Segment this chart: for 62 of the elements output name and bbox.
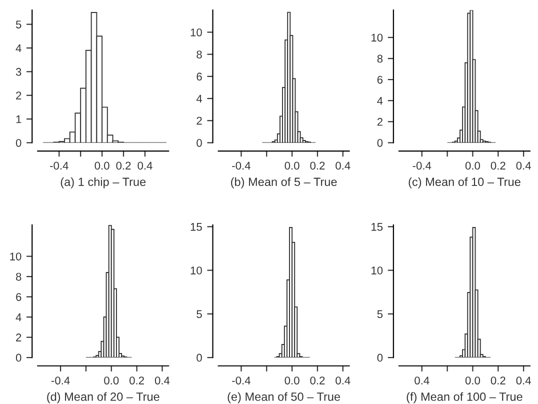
x-axis-title: (a) 1 chip – True	[60, 177, 146, 188]
y-tick-label: 10	[190, 28, 202, 36]
y-tick-label: 8	[196, 50, 202, 58]
y-tick-label: 0	[196, 354, 202, 362]
y-tick-label: 4	[16, 313, 22, 322]
x-axis-title: (b) Mean of 5 – True	[231, 177, 337, 188]
x-tick-label: 0.0	[104, 376, 119, 384]
y-tick-label: 8	[16, 272, 22, 281]
x-tick-label: 0.2	[490, 162, 506, 170]
y-tick-label: 0	[377, 138, 383, 147]
x-tick-label: 0.4	[336, 376, 350, 384]
y-tick-label: 2	[377, 118, 382, 126]
y-tick-label: 2	[16, 334, 22, 342]
y-tick-label: 0	[196, 138, 202, 147]
y-tick-label: 8	[377, 54, 383, 63]
y-tick-label: 4	[377, 96, 383, 105]
x-tick-label: 0.0	[465, 162, 480, 170]
x-axis-title: (f) Mean of 100 – True	[406, 392, 522, 404]
x-tick-label: 0.4	[138, 162, 152, 170]
y-tick-label: 0	[16, 354, 22, 362]
y-tick-label: 10	[190, 266, 202, 274]
x-tick-label: 0.4	[516, 162, 531, 170]
y-tick-label: 5	[16, 20, 22, 28]
x-axis-title: (e) Mean of 50 – True	[228, 392, 340, 404]
y-tick-label: 10	[372, 34, 383, 42]
x-axis-title: (d) Mean of 20 – True	[47, 392, 160, 404]
x-tick-label: -0.4	[51, 376, 70, 384]
y-tick-label: 0	[377, 354, 383, 362]
x-tick-label: 0.0	[284, 376, 300, 384]
y-tick-label: 5	[377, 310, 383, 318]
x-tick-label: 0.2	[310, 162, 325, 170]
y-tick-label: 4	[196, 94, 202, 103]
x-tick-label: -0.4	[412, 162, 432, 170]
y-tick-label: 6	[196, 72, 202, 81]
y-tick-label: 15	[372, 223, 383, 231]
y-tick-label: 2	[16, 92, 22, 100]
x-tick-label: 0.4	[336, 162, 350, 170]
x-tick-label: 0.4	[516, 376, 531, 384]
x-tick-label: 0.0	[465, 376, 480, 384]
y-tick-label: 3	[16, 68, 22, 76]
x-tick-label: -0.4	[232, 376, 250, 384]
y-tick-label: 0	[16, 138, 22, 147]
x-tick-label: 0.4	[414, 376, 430, 384]
x-tick-label: 0.2	[130, 376, 144, 384]
x-tick-label: 0.2	[310, 376, 325, 384]
y-tick-label: 5	[196, 310, 202, 318]
y-tick-label: 10	[372, 266, 383, 274]
y-tick-label: 2	[196, 116, 202, 125]
x-axis-title: (c) Mean of 10 – True	[408, 177, 520, 188]
y-tick-label: 15	[190, 223, 202, 231]
y-tick-label: 6	[16, 293, 22, 301]
x-tick-label: 0.0	[284, 162, 300, 170]
x-tick-label: 0.4	[154, 376, 170, 384]
x-tick-label: -0.4	[232, 162, 250, 170]
y-tick-label: 6	[377, 76, 383, 84]
y-tick-label: 10	[10, 252, 22, 260]
x-tick-label: 0.0	[94, 162, 110, 170]
x-tick-label: -0.4	[50, 162, 68, 170]
y-tick-label: 4	[16, 44, 22, 52]
x-tick-label: 0.2	[116, 162, 131, 170]
y-tick-label: 1	[16, 115, 22, 124]
x-tick-label: 0.2	[490, 376, 506, 384]
